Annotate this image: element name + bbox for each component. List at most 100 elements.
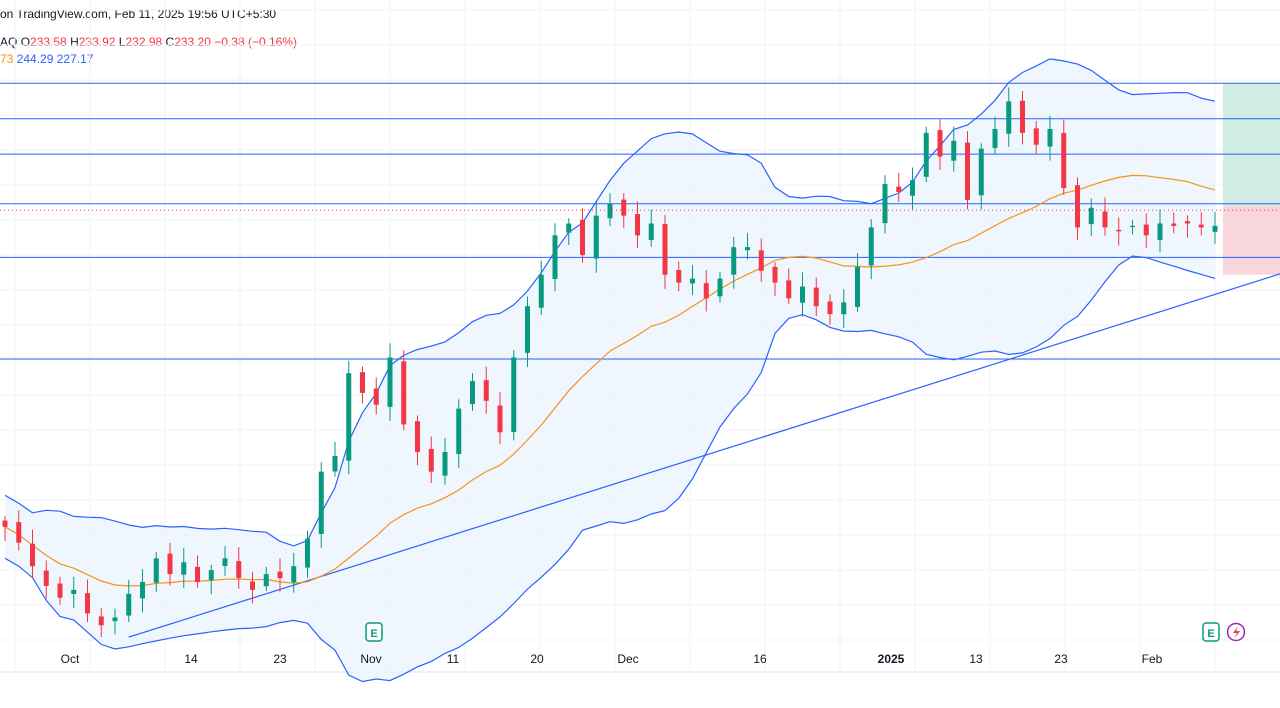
candle [236,547,242,589]
candle-body [1198,224,1204,228]
candle-body [1212,225,1218,232]
candle-body [552,235,558,279]
earnings-marker[interactable]: E [365,622,383,642]
candle-body [222,558,228,566]
bollinger-upper-line [4,58,1216,547]
candle-body [951,140,957,161]
candle-body [2,520,8,527]
candle [483,366,489,414]
candle-body [800,286,805,303]
candle [456,399,462,469]
candle [277,558,283,592]
candle-body [813,287,819,307]
candle-body [896,186,902,192]
candle-body [401,361,407,425]
candle-body [1185,221,1190,224]
earnings-badge[interactable] [1202,622,1220,642]
candle-body [470,381,475,405]
candle-body [1047,128,1053,147]
candle [827,294,833,325]
candle [470,373,475,411]
dividend-marker[interactable] [1226,622,1246,642]
candle-body [98,616,104,626]
time-axis-label: 23 [273,652,287,666]
candle [1075,177,1080,241]
candle [85,579,90,622]
candle-body [965,142,970,200]
candle-body [758,250,764,271]
time-axis-label: Oct [61,652,80,666]
candle [552,223,558,292]
time-axis-label: 13 [969,652,983,666]
candle [607,193,613,227]
time-axis-label: Nov [360,652,381,666]
candle [580,208,585,263]
candle-body [57,583,63,598]
bollinger-lower-line [4,255,1216,683]
candle [71,576,77,609]
candle-body [387,357,393,407]
candle [167,542,173,586]
candle-body [1061,133,1067,189]
time-axis-label: 20 [530,652,544,666]
candle [690,264,695,296]
candle-body [1088,207,1094,225]
target-zone [1223,83,1280,207]
candle-body [676,269,682,283]
candle [16,510,22,551]
candle [442,438,448,485]
candle-body [525,306,530,353]
candle-body [346,373,352,461]
candle-body [167,553,173,575]
earnings-badge[interactable] [365,622,383,642]
candle [195,555,200,588]
candle-body [195,566,200,582]
candle-body [772,266,778,283]
candle-body [126,593,132,616]
candle [635,201,640,249]
earnings-badge-label: E [1207,628,1214,640]
candle-body [305,538,310,568]
candle-body [318,471,324,534]
candle [841,289,847,328]
time-axis-label: Feb [1142,652,1163,666]
close-label: C [165,35,175,49]
candle-body [1075,185,1080,228]
earnings-marker[interactable]: E [1202,622,1220,642]
candle-body [456,408,462,455]
candle [98,608,104,638]
candle [745,233,750,260]
candle [291,552,297,593]
candle-body [30,543,35,567]
candle-body [360,372,365,393]
bollinger-middle-value: 73 [0,52,14,66]
candle [1130,220,1135,235]
candle-body [71,589,77,594]
candle [1157,209,1163,253]
candle [2,515,8,542]
candle [181,548,187,588]
candle [401,350,407,431]
candle [786,268,792,304]
candle-body [497,405,503,433]
candle-body [648,223,654,240]
candle [1116,217,1122,246]
candle [57,576,63,605]
candle-body [910,180,915,196]
bollinger-legend: 73 244.29 227.17 [0,52,93,66]
candle [676,261,682,292]
candle [896,172,902,203]
candle-body [978,148,984,196]
candle-body [1006,101,1012,134]
candle [855,253,860,312]
candle-body [745,247,750,251]
time-axis-label: 16 [753,652,767,666]
high-label: H [70,35,79,49]
candle [208,564,214,595]
candle [703,270,709,312]
candle [30,529,35,579]
candle-body [827,301,833,315]
time-axis-label: 14 [184,652,198,666]
